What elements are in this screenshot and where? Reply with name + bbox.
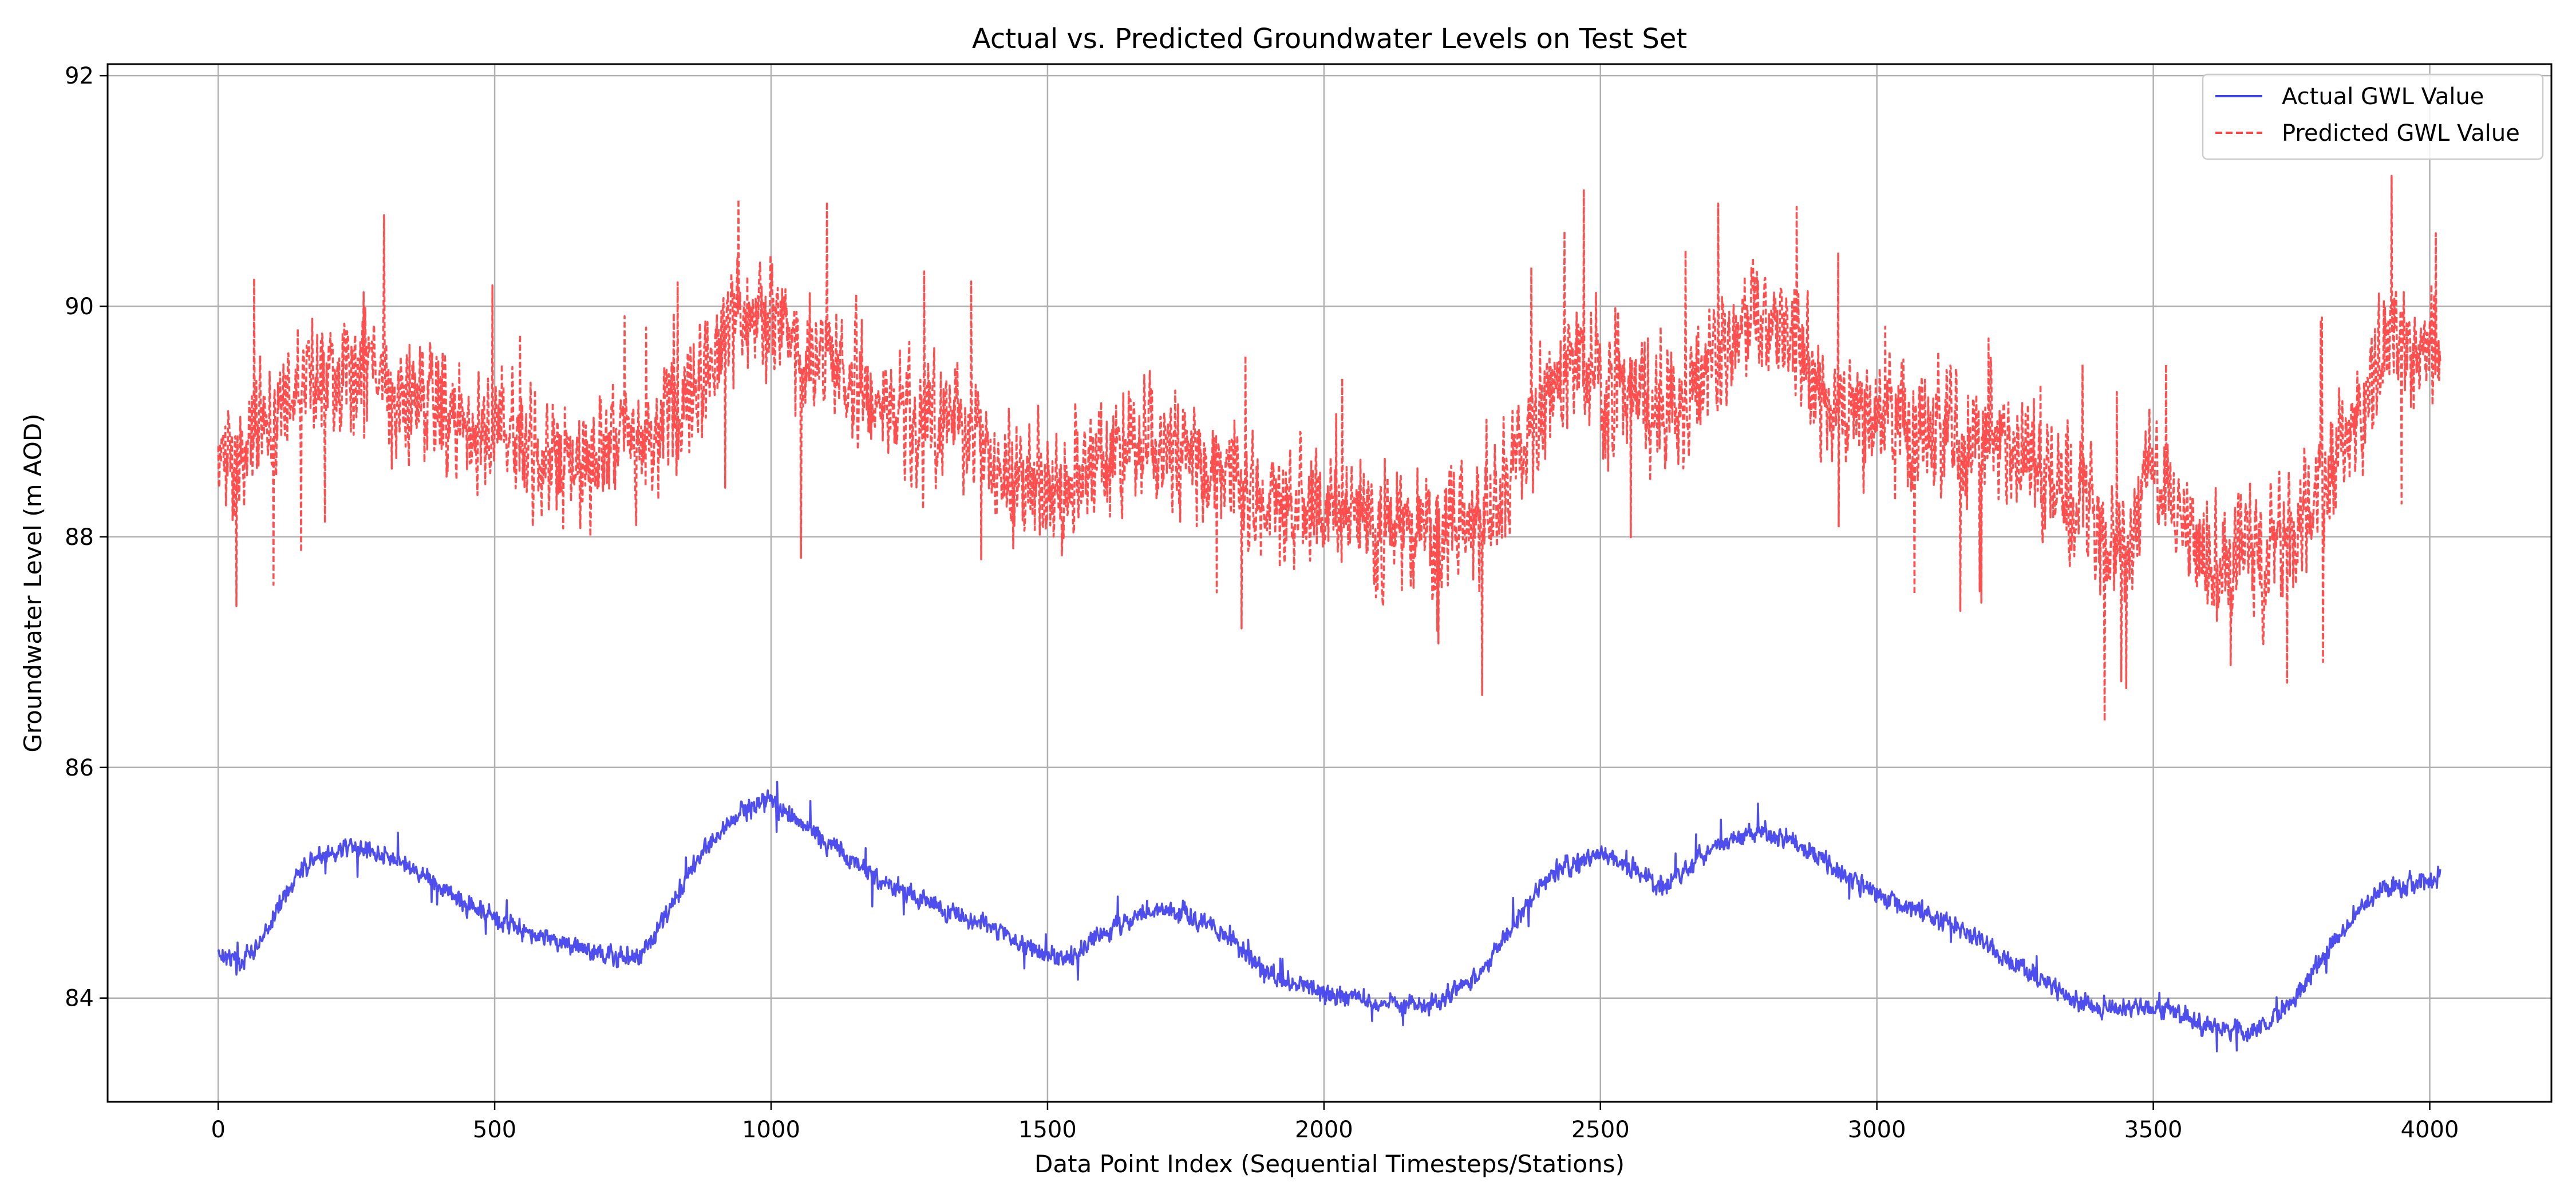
x-tick-label: 500 [473, 1117, 516, 1143]
x-tick-label: 1500 [1018, 1117, 1077, 1143]
series-line-actual [217, 781, 2441, 1053]
x-tick-label: 4000 [2401, 1117, 2459, 1143]
axes-frame [106, 63, 2553, 1103]
x-tick-label: 0 [211, 1117, 225, 1143]
y-tick-label: 88 [65, 524, 94, 551]
x-tick-label: 2000 [1295, 1117, 1353, 1143]
plot-series [217, 175, 2441, 1053]
x-tick-label: 1000 [742, 1117, 800, 1143]
legend-label: Actual GWL Value [2282, 84, 2484, 110]
x-tick-label: 3500 [2124, 1117, 2183, 1143]
y-tick-label: 84 [65, 986, 94, 1012]
y-axis-label: Groundwater Level (m AOD) [19, 413, 47, 752]
x-tick-label: 3000 [1848, 1117, 1906, 1143]
y-tick-label: 92 [65, 63, 94, 89]
axis-ticks: 0 500 1000 1500 2000 2500 3000 3500 4000 84 86 88 90… [65, 63, 2459, 1143]
y-tick-label: 86 [65, 755, 94, 781]
x-axis-label: Data Point Index (Sequential Timesteps/S… [1034, 1150, 1625, 1178]
legend-box [2202, 73, 2544, 160]
x-tick-label: 2500 [1571, 1117, 1630, 1143]
legend: Actual GWL Value Predicted GWL Value [2202, 73, 2544, 160]
series-line-predicted [217, 175, 2441, 722]
chart-title: Actual vs. Predicted Groundwater Levels … [972, 23, 1687, 55]
legend-label: Predicted GWL Value [2282, 120, 2520, 147]
y-tick-label: 90 [65, 294, 94, 320]
